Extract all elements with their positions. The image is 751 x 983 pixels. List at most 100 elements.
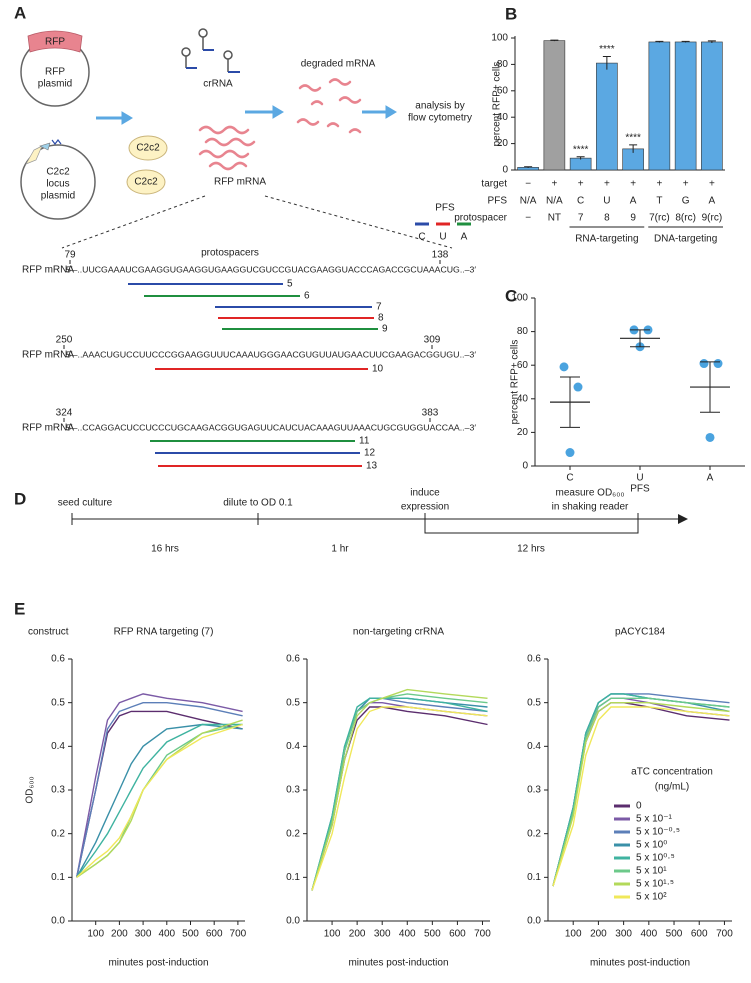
y-tick-label: 0.5 bbox=[286, 697, 300, 708]
x-axis-label: minutes post-induction bbox=[348, 958, 448, 969]
row-value: + bbox=[630, 179, 636, 190]
x-tick-label: A bbox=[707, 473, 714, 484]
y-tick-label: 0.3 bbox=[527, 785, 541, 796]
protospacer-label: 6 bbox=[304, 291, 310, 302]
degraded-mrna bbox=[296, 78, 362, 134]
x-tick-label: 300 bbox=[374, 929, 391, 940]
series-line bbox=[552, 706, 730, 887]
legend-title: aTC concentration bbox=[631, 767, 713, 778]
event-label: measure OD₆₀₀ bbox=[555, 488, 624, 499]
row-name: PFS bbox=[488, 196, 508, 207]
series-line bbox=[311, 702, 488, 891]
series-line bbox=[76, 702, 243, 878]
event-label: expression bbox=[401, 502, 449, 513]
mrna bbox=[198, 125, 256, 171]
crrna-hairpins bbox=[181, 28, 233, 72]
row-value: A bbox=[630, 196, 637, 207]
y-tick-label: 0.2 bbox=[286, 828, 300, 839]
y-tick-label: 0.4 bbox=[527, 741, 541, 752]
panel-label: D bbox=[14, 489, 26, 508]
protospacer-label: 7 bbox=[376, 302, 382, 313]
y-tick-label: 0.0 bbox=[51, 916, 65, 927]
legend-label: 5 x 10⁰ bbox=[636, 840, 667, 851]
x-tick-label: C bbox=[566, 473, 573, 484]
y-tick-label: 0.6 bbox=[51, 654, 65, 665]
significance: **** bbox=[625, 133, 641, 144]
row-value: N/A bbox=[546, 196, 563, 207]
panel-label: B bbox=[505, 4, 517, 23]
y-tick-label: 0.6 bbox=[286, 654, 300, 665]
error-bar bbox=[700, 361, 720, 413]
legend-label: 5 x 10² bbox=[636, 892, 667, 903]
protospacer-label: 11 bbox=[359, 436, 370, 447]
x-tick-label: 700 bbox=[474, 929, 491, 940]
y-axis-label: OD₆₀₀ bbox=[25, 776, 36, 803]
arrow bbox=[96, 105, 397, 125]
sequence-label: RFP mRNA bbox=[22, 350, 74, 361]
point bbox=[559, 362, 569, 372]
position: 383 bbox=[422, 408, 439, 419]
legend-label: 5 x 10¹ bbox=[636, 866, 667, 877]
crrna-label: crRNA bbox=[203, 79, 233, 90]
y-axis-label: percent RFP+ cells bbox=[510, 340, 521, 425]
protospacers-title: protospacers bbox=[201, 248, 259, 259]
error-bar bbox=[681, 40, 690, 43]
row-value: + bbox=[604, 179, 610, 190]
pfs-base: A bbox=[461, 232, 468, 243]
legend-label: 5 x 10⁻¹ bbox=[636, 814, 673, 825]
y-tick-label: 0.1 bbox=[51, 872, 65, 883]
y-tick-label: 0.1 bbox=[286, 872, 300, 883]
c2c2-protein bbox=[128, 135, 168, 161]
error-bar bbox=[707, 40, 716, 44]
point bbox=[573, 382, 583, 392]
x-tick-label: 100 bbox=[324, 929, 341, 940]
row-name: target bbox=[481, 179, 507, 190]
x-tick-label: 600 bbox=[691, 929, 708, 940]
series-line bbox=[76, 723, 243, 878]
point bbox=[713, 359, 723, 369]
analysis-label: flow cytometry bbox=[408, 113, 472, 124]
duration-label: 16 hrs bbox=[151, 544, 179, 555]
series-line bbox=[311, 688, 488, 891]
row-value: 8 bbox=[604, 213, 610, 224]
y-tick-label: 0.2 bbox=[527, 828, 541, 839]
group-label: RNA-targeting bbox=[575, 234, 638, 245]
sequence-label: RFP mRNA bbox=[22, 423, 74, 434]
position: 250 bbox=[56, 335, 73, 346]
y-tick-label: 0.6 bbox=[527, 654, 541, 665]
x-tick-label: 200 bbox=[349, 929, 366, 940]
protospacer-label: 5 bbox=[287, 279, 293, 290]
x-axis-label: minutes post-induction bbox=[108, 958, 208, 969]
row-value: A bbox=[709, 196, 716, 207]
x-tick-label: U bbox=[636, 473, 643, 484]
protospacer-label: 9 bbox=[382, 324, 388, 335]
position: 324 bbox=[56, 408, 73, 419]
y-tick-label: 80 bbox=[517, 326, 529, 337]
y-tick-label: 60 bbox=[497, 85, 509, 96]
crrna-spacers bbox=[186, 49, 240, 73]
series-line bbox=[76, 723, 243, 878]
legend-label: 5 x 10⁰·⁵ bbox=[636, 853, 675, 864]
error-bar bbox=[560, 376, 580, 428]
protospacer-label: 12 bbox=[364, 448, 376, 459]
event-label: seed culture bbox=[58, 498, 113, 509]
x-tick-label: 600 bbox=[206, 929, 223, 940]
series-line bbox=[552, 702, 730, 887]
x-tick-label: 400 bbox=[399, 929, 416, 940]
crrna-array bbox=[39, 142, 51, 151]
y-tick-label: 100 bbox=[511, 293, 528, 304]
analysis-label: analysis by bbox=[415, 101, 464, 112]
c2c2-plasmid bbox=[20, 144, 96, 220]
error-bar bbox=[655, 40, 664, 43]
event-label: induce bbox=[410, 488, 440, 499]
row-value: NT bbox=[548, 213, 561, 224]
y-tick-label: 100 bbox=[491, 33, 508, 44]
x-tick-label: 500 bbox=[666, 929, 683, 940]
sequence: 5′–..CCAGGACUCCUCCCUGCAAGACGGUGAGUUCAUCU… bbox=[66, 422, 476, 432]
y-tick-label: 0.4 bbox=[51, 741, 65, 752]
event-label: dilute to OD 0.1 bbox=[223, 498, 293, 509]
chart-title: non-targeting crRNA bbox=[353, 627, 444, 638]
legend-label: 5 x 10⁻⁰·⁵ bbox=[636, 827, 680, 838]
mrna-label: RFP mRNA bbox=[214, 177, 266, 188]
